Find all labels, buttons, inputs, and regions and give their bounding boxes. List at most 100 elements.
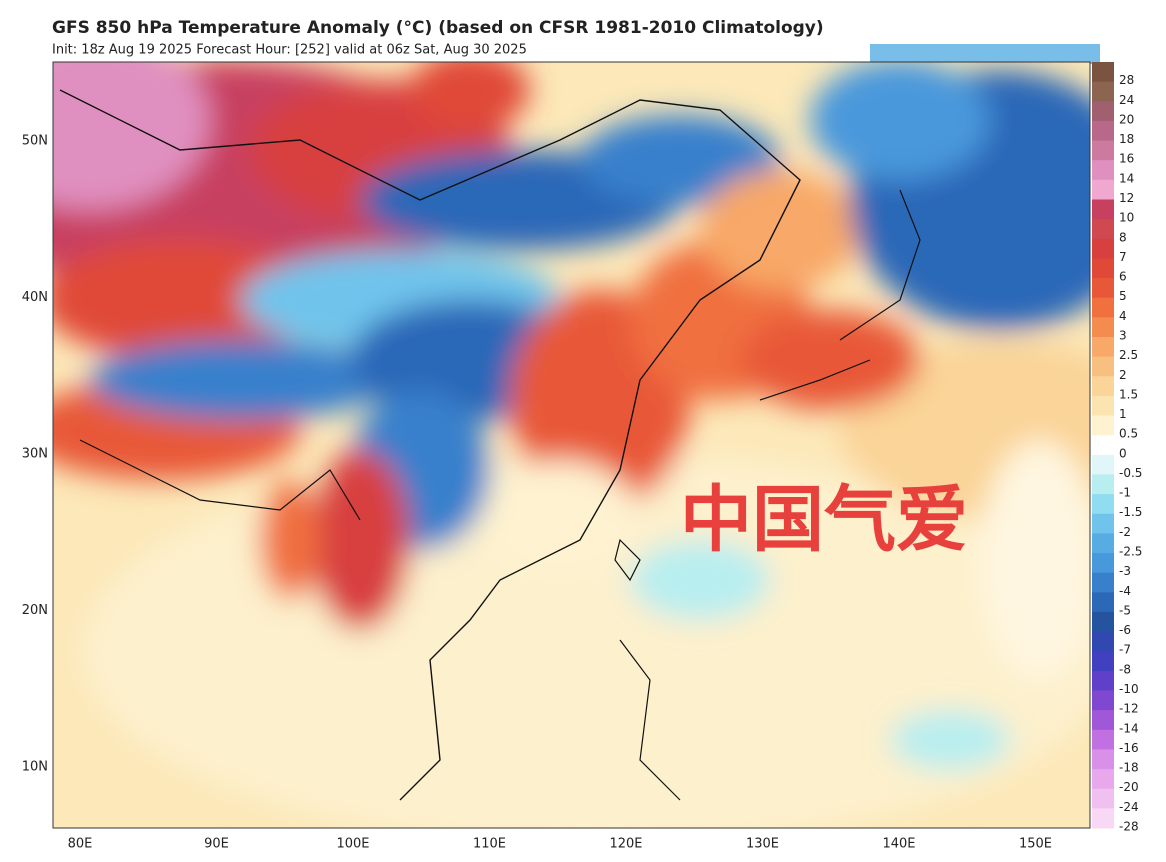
title: GFS 850 hPa Temperature Anomaly (°C) (ba… [52, 18, 824, 38]
map-field [53, 62, 1090, 828]
colorbar-label: -18 [1119, 761, 1139, 775]
colorbar-cell [1092, 572, 1114, 593]
colorbar-label: -28 [1119, 820, 1139, 834]
colorbar-label: -2.5 [1119, 545, 1142, 559]
colorbar-label: -5 [1119, 603, 1131, 617]
colorbar-cell [1092, 62, 1114, 83]
colorbar-cell [1092, 317, 1114, 338]
colorbar-cell [1092, 258, 1114, 279]
colorbar-label: -0.5 [1119, 466, 1142, 480]
lon-label: 140E [882, 837, 915, 852]
colorbar-cell [1092, 631, 1114, 652]
colorbar-label: 28 [1119, 73, 1134, 87]
watermark: 中国气爱 [680, 478, 968, 562]
colorbar-cell [1092, 533, 1114, 554]
lat-label: 50N [22, 134, 48, 149]
axis-labels: 50N 40N 30N 20N 10N 80E 90E 100E 110E 120E 130E 140… [22, 134, 1052, 852]
colorbar-label: 10 [1119, 211, 1134, 225]
colorbar-cell [1092, 199, 1114, 220]
colorbar-label: -12 [1119, 702, 1139, 716]
colorbar-label: -4 [1119, 584, 1131, 598]
colorbar-label: 12 [1119, 191, 1134, 205]
colorbar-label: 18 [1119, 132, 1134, 146]
colorbar-label: -3 [1119, 564, 1131, 578]
colorbar-cell [1092, 611, 1114, 633]
colorbar-label: 6 [1119, 270, 1127, 284]
colorbar-cell [1092, 769, 1114, 790]
colorbar-cell [1092, 435, 1114, 456]
colorbar-cell [1092, 278, 1114, 299]
lat-label: 30N [22, 447, 48, 462]
colorbar-cell [1092, 140, 1114, 161]
colorbar-label: -2 [1119, 525, 1131, 539]
colorbar-label: 4 [1119, 309, 1127, 323]
colorbar-label: 0 [1119, 446, 1127, 460]
colorbar-cell [1092, 336, 1114, 358]
colorbar-label: 24 [1119, 93, 1134, 107]
lon-label: 130E [746, 837, 779, 852]
colorbar-cell [1092, 160, 1114, 181]
colorbar-cell [1092, 788, 1114, 809]
colorbar-label: 2 [1119, 368, 1127, 382]
colorbar-label: -6 [1119, 623, 1131, 637]
colorbar-cell [1092, 297, 1114, 318]
lon-label: 150E [1019, 837, 1052, 852]
lat-label: 20N [22, 603, 48, 618]
colorbar-cell [1092, 513, 1114, 534]
colorbar-cell [1092, 494, 1114, 515]
colorbar-label: -14 [1119, 721, 1139, 735]
colorbar-label: 1.5 [1119, 387, 1138, 401]
colorbar-label: -24 [1119, 800, 1139, 814]
colorbar-label: 2.5 [1119, 348, 1138, 362]
colorbar-label: -8 [1119, 662, 1131, 676]
colorbar-label: -16 [1119, 741, 1139, 755]
colorbar-cell [1092, 474, 1114, 495]
colorbar-cell [1092, 808, 1114, 829]
colorbar-cell [1092, 120, 1114, 142]
colorbar-cell [1092, 592, 1114, 613]
colorbar: 28 24 20 18 16 14 12 10 8 7 6 5 4 3 2.5 2 1.5 1 0.5 0 -0.5 -1… [1092, 62, 1142, 834]
colorbar-label: -1 [1119, 486, 1131, 500]
colorbar-cell [1092, 670, 1114, 692]
colorbar-label: -20 [1119, 780, 1139, 794]
colorbar-cell [1092, 749, 1114, 770]
colorbar-cell [1092, 101, 1114, 122]
colorbar-cell [1092, 690, 1114, 711]
colorbar-cell [1092, 710, 1114, 731]
colorbar-cell [1092, 179, 1114, 200]
colorbar-cell [1092, 356, 1114, 377]
colorbar-cell [1092, 651, 1114, 672]
colorbar-label: 3 [1119, 328, 1127, 342]
colorbar-label: -1.5 [1119, 505, 1142, 519]
lat-label: 10N [22, 760, 48, 775]
colorbar-label: -10 [1119, 682, 1139, 696]
colorbar-label: 0.5 [1119, 427, 1138, 441]
map-frame [52, 61, 1091, 829]
colorbar-cell [1092, 553, 1114, 574]
colorbar-cell [1092, 238, 1114, 259]
colorbar-cell [1092, 395, 1114, 417]
colorbar-label: -7 [1119, 643, 1131, 657]
colorbar-cell [1092, 219, 1114, 240]
lat-label: 40N [22, 290, 48, 305]
colorbar-label: 8 [1119, 230, 1127, 244]
colorbar-label: 14 [1119, 171, 1134, 185]
colorbar-cell [1092, 376, 1114, 397]
colorbar-cell [1092, 454, 1114, 475]
lon-label: 110E [473, 837, 506, 852]
colorbar-label: 7 [1119, 250, 1127, 264]
colorbar-cell [1092, 81, 1114, 102]
overlay-patch [870, 44, 1100, 64]
colorbar-label: 5 [1119, 289, 1127, 303]
lon-label: 80E [68, 837, 93, 852]
colorbar-cell [1092, 729, 1114, 750]
lon-label: 90E [204, 837, 229, 852]
lon-label: 100E [336, 837, 369, 852]
colorbar-label: 16 [1119, 152, 1134, 166]
colorbar-label: 1 [1119, 407, 1127, 421]
colorbar-cell [1092, 415, 1114, 436]
subtitle: Init: 18z Aug 19 2025 Forecast Hour: [25… [52, 43, 527, 58]
lon-label: 120E [609, 837, 642, 852]
colorbar-label: 20 [1119, 112, 1134, 126]
